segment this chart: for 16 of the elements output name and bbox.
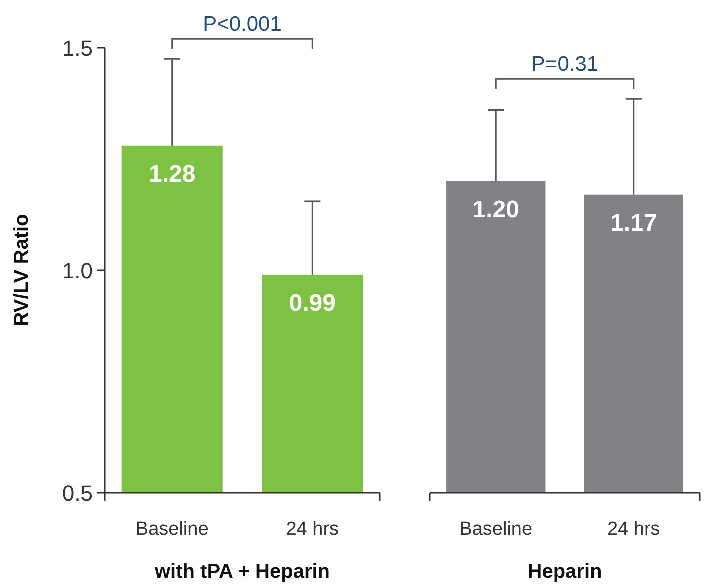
y-axis-title: RV/LV Ratio	[11, 214, 33, 327]
x-axis-title: with tPA + Heparin	[154, 561, 330, 583]
data-label: 1.20	[472, 196, 520, 224]
data-label: 1.17	[610, 210, 658, 237]
annotation: P=0.31	[531, 53, 599, 76]
y-tick-label: 1.0	[62, 258, 93, 284]
y-tick-label: 1.5	[62, 36, 93, 61]
data-label: 1.28	[148, 160, 196, 188]
y-tick-label: 0.5	[62, 481, 93, 506]
data-label: 0.99	[289, 290, 336, 317]
x-tick-label: 24 hrs	[286, 519, 340, 540]
x-tick-label: 24 hrs	[607, 519, 660, 540]
x-tick-label: Baseline	[136, 519, 209, 540]
x-tick-label: Baseline	[460, 519, 533, 540]
text: P<0.001	[203, 13, 282, 36]
x-axis-title: Heparin	[528, 561, 602, 583]
